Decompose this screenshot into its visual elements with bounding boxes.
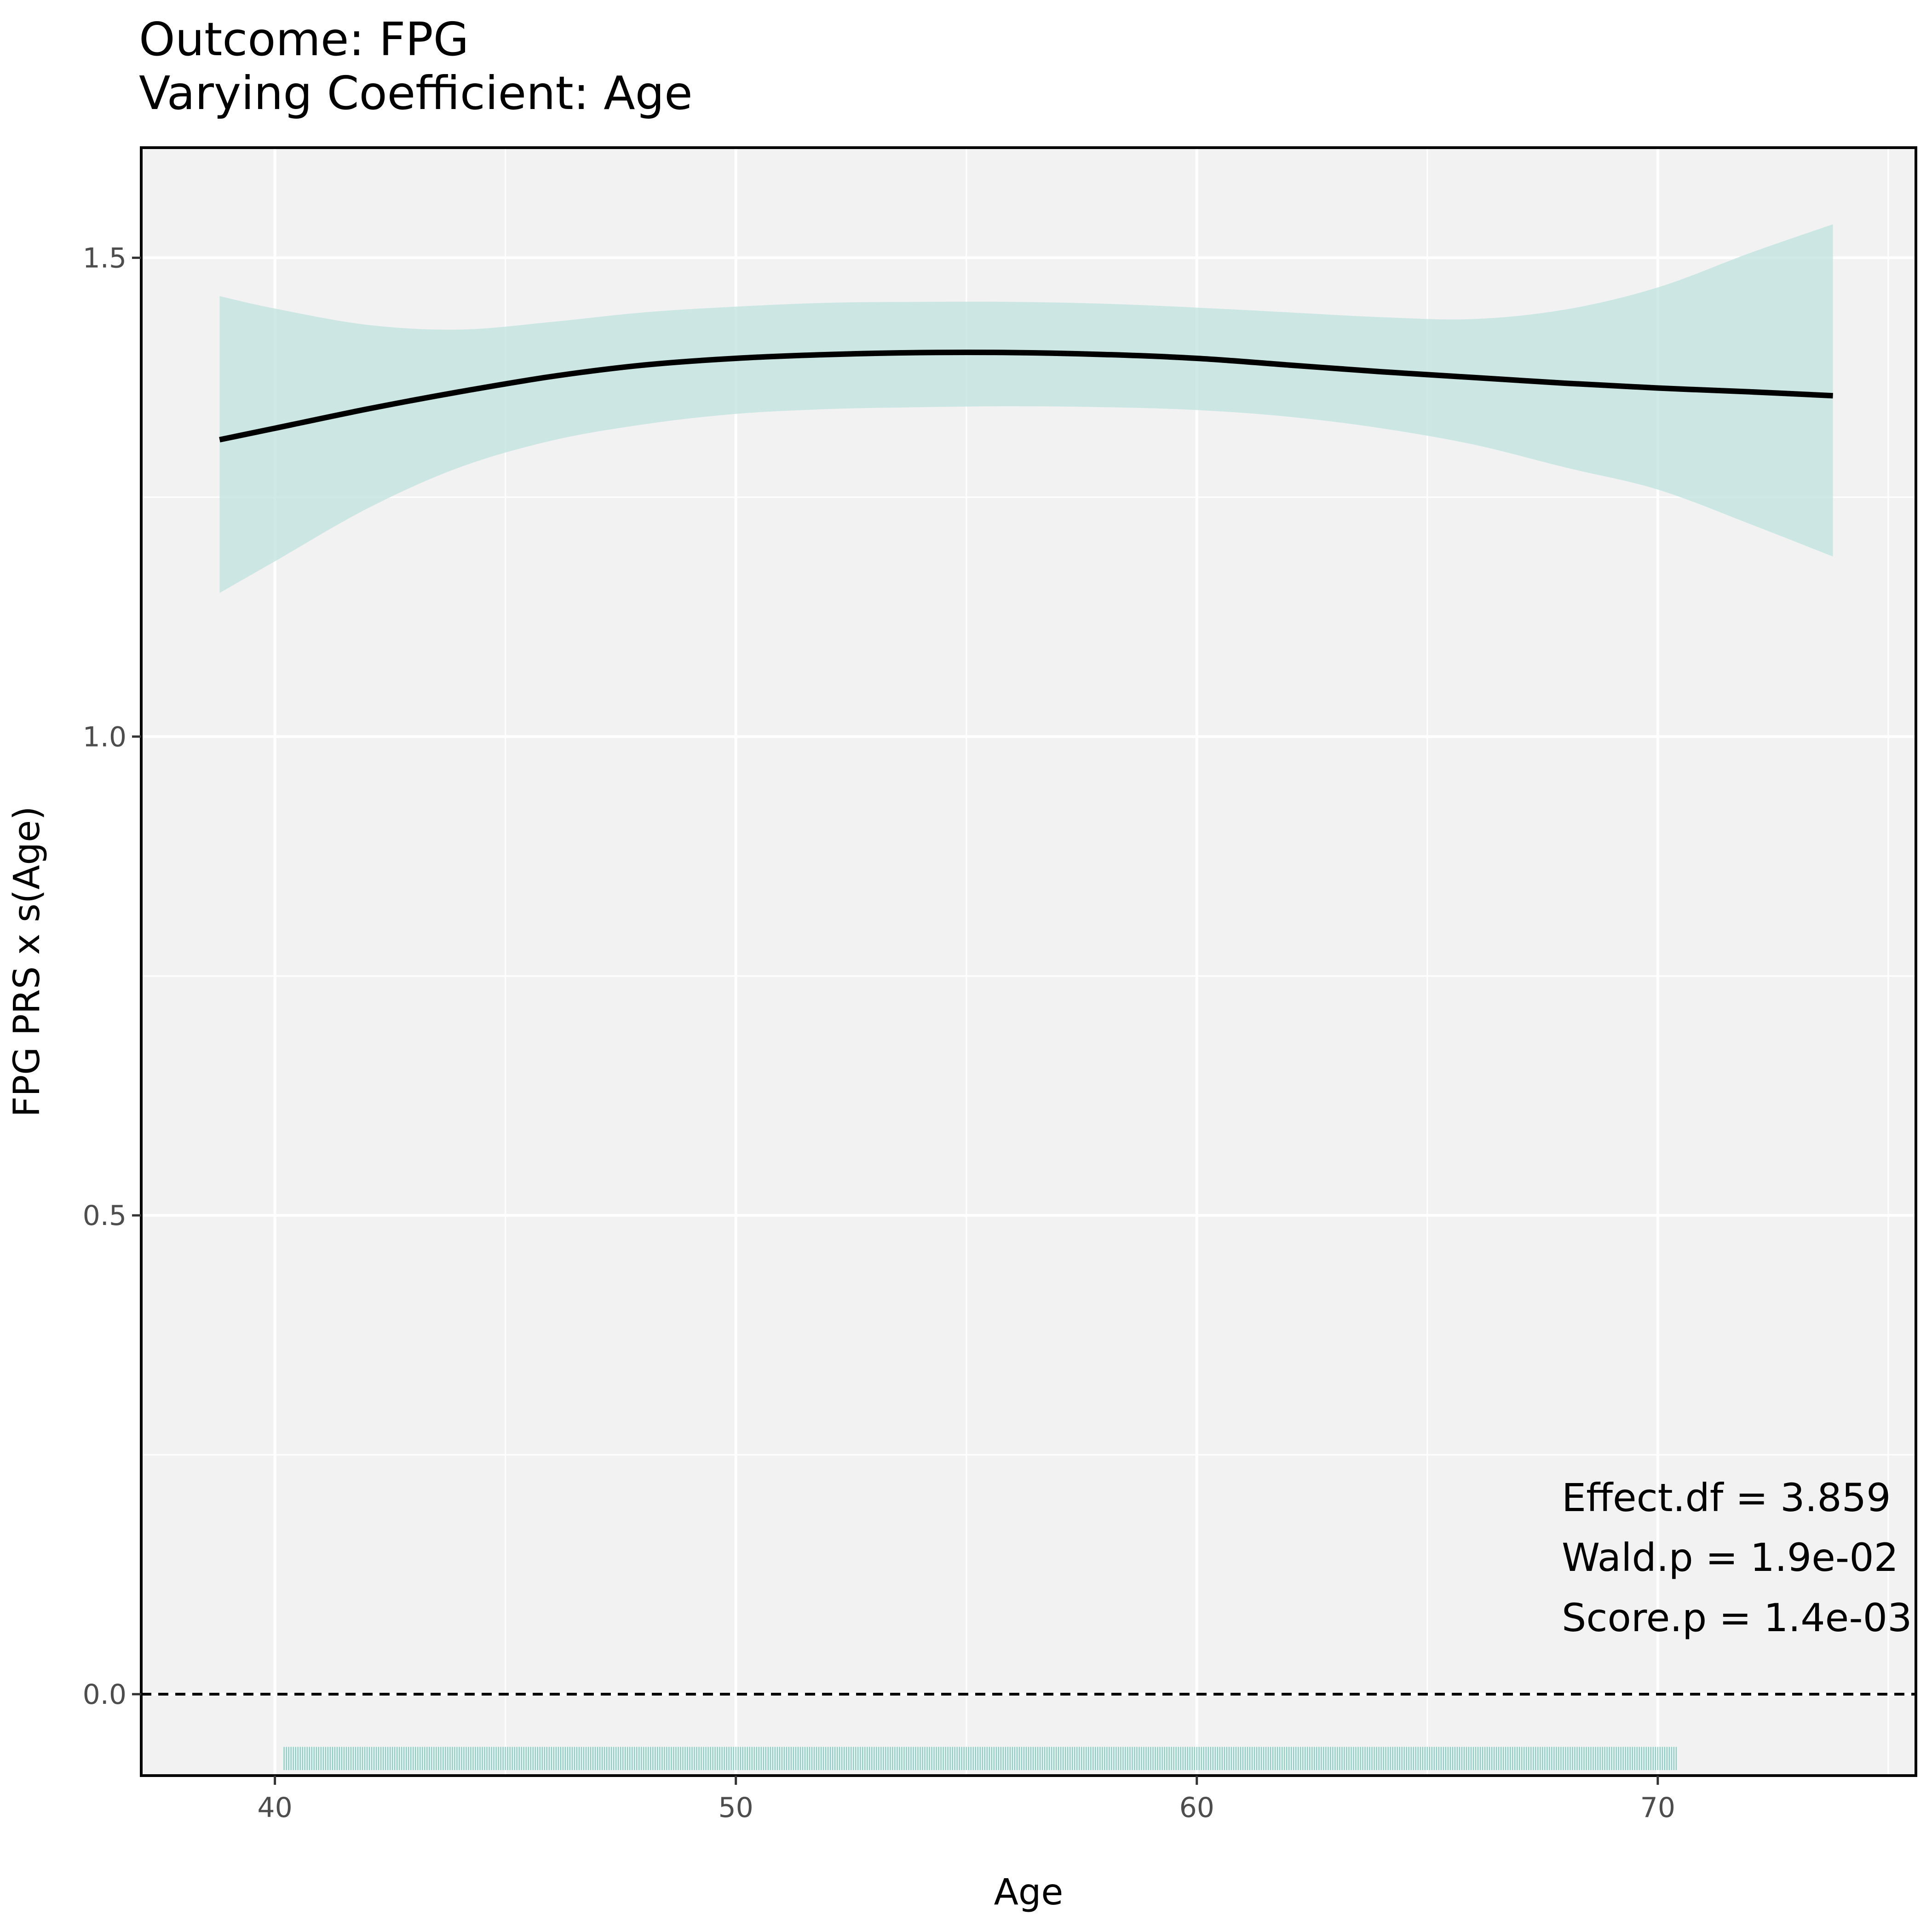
x-tick-label: 40 <box>257 1792 292 1824</box>
y-tick-label: 1.5 <box>83 242 126 274</box>
fitted-line <box>219 349 1833 443</box>
x-tick-label: 60 <box>1179 1792 1214 1824</box>
y-tick-label: 0.5 <box>83 1200 126 1232</box>
chart-subtitle: Varying Coefficient: Age <box>139 66 693 120</box>
wald-p-annotation: Wald.p = 1.9e-02 <box>1562 1535 1898 1580</box>
x-tick-label: 50 <box>719 1792 753 1824</box>
score-p-annotation: Score.p = 1.4e-03 <box>1562 1595 1912 1640</box>
x-tick-label: 70 <box>1640 1792 1675 1824</box>
panel-border <box>140 146 1917 1777</box>
y-tick-label: 1.0 <box>83 721 126 753</box>
y-tick-label: 0.0 <box>83 1679 126 1711</box>
confidence-band <box>219 224 1833 593</box>
effect-df-annotation: Effect.df = 3.859 <box>1562 1475 1891 1520</box>
x-axis-title: Age <box>994 1872 1064 1913</box>
chart-title: Outcome: FPG <box>139 12 469 66</box>
axis-ticks: 40 50 60 70 0.0 0.5 1.0 1.5 <box>83 242 1675 1824</box>
y-axis-title: FPG PRS x s(Age) <box>6 806 48 1117</box>
rug <box>283 1747 1677 1770</box>
